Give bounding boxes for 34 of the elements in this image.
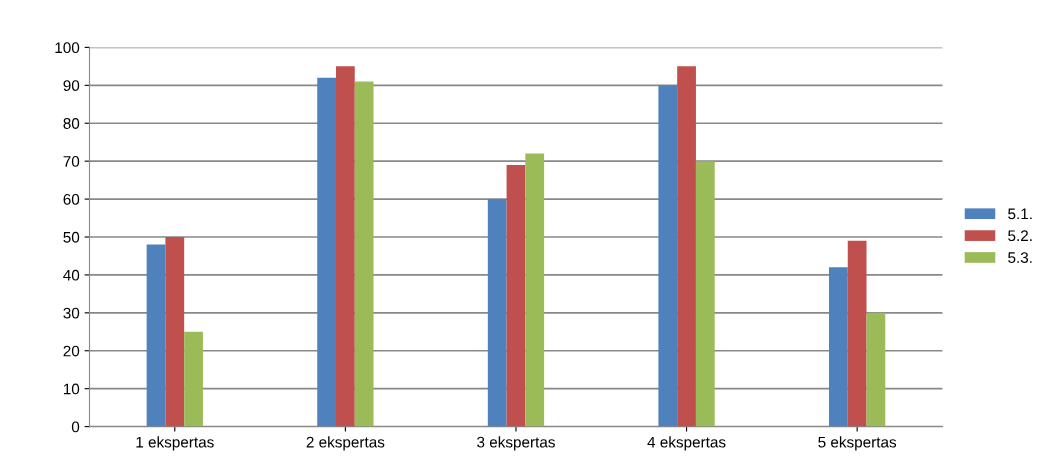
y-tick-label: 40 [63, 269, 80, 281]
y-tick-label: 90 [63, 80, 80, 92]
bar [525, 153, 545, 427]
bar [829, 267, 848, 427]
bar [677, 66, 696, 427]
y-tick-label: 60 [63, 193, 80, 205]
y-tick-label: 0 [71, 421, 80, 433]
x-tick-label: 3 ekspertas [477, 436, 555, 451]
legend-label: 5.2. [1008, 230, 1032, 242]
bar [695, 161, 715, 427]
y-tick-label: 30 [63, 307, 80, 319]
y-tick-label: 50 [63, 231, 80, 243]
bar [146, 244, 166, 427]
y-tick-label: 100 [55, 42, 80, 54]
bar [506, 164, 526, 427]
bar [184, 331, 203, 427]
legend-label: 5.1. [1008, 208, 1032, 220]
y-tick-label: 10 [63, 383, 80, 395]
y-tick-label: 20 [63, 345, 80, 357]
bar [866, 312, 886, 427]
y-tick-label: 80 [63, 118, 80, 129]
legend-label: 5.3. [1008, 252, 1032, 263]
x-tick-label: 2 ekspertas [306, 436, 385, 451]
bar [336, 66, 355, 427]
x-tick-label: 4 ekspertas [647, 436, 726, 451]
bar [487, 199, 507, 427]
bar [317, 77, 336, 427]
bar [658, 85, 678, 427]
y-tick-label: 70 [63, 156, 80, 167]
bar [165, 237, 185, 427]
x-tick-label: 1 ekspertas [136, 436, 214, 451]
x-tick-label: 5 ekspertas [818, 436, 897, 451]
bar [354, 81, 374, 427]
bar [847, 240, 867, 427]
